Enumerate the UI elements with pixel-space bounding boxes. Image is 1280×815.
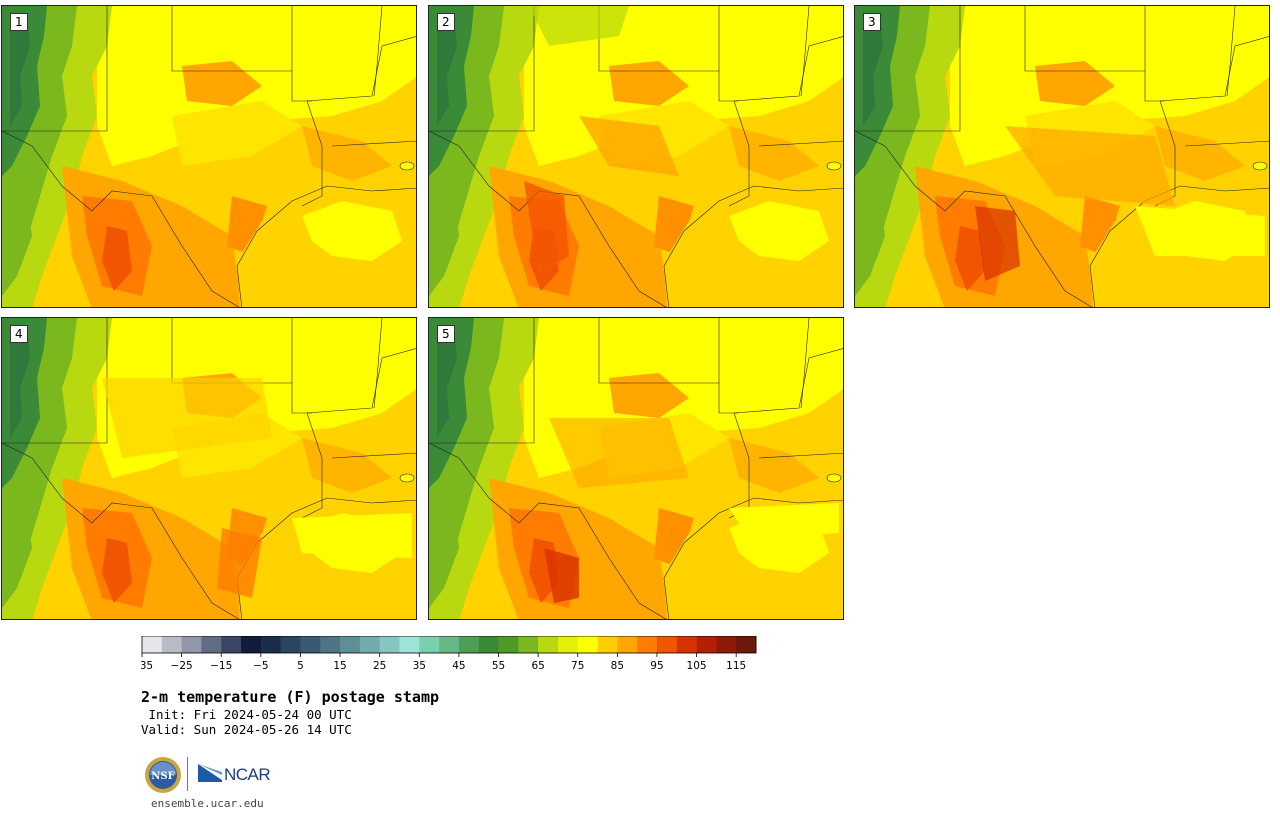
- member-number: 2: [437, 13, 455, 31]
- temperature-map: [429, 318, 843, 619]
- ncar-logo-icon: [198, 764, 222, 782]
- colorbar-segment: [736, 636, 757, 653]
- colorbar-segment: [577, 636, 598, 653]
- colorbar-segment: [518, 636, 539, 653]
- colorbar-segment: [617, 636, 638, 653]
- member-number: 3: [863, 13, 881, 31]
- sponsor-logos: NSF NCAR: [144, 756, 284, 796]
- colorbar-segment: [201, 636, 222, 653]
- colorbar-tick-label: 75: [571, 660, 584, 672]
- colorbar-segment: [221, 636, 242, 653]
- colorbar-segment: [637, 636, 658, 653]
- member-number: 5: [437, 325, 455, 343]
- nsf-logo-text: NSF: [151, 771, 174, 782]
- colorbar-segment: [399, 636, 420, 653]
- colorbar-tick-label: −25: [171, 660, 193, 672]
- colorbar-segment: [280, 636, 301, 653]
- colorbar-tick-label: −35: [141, 660, 153, 672]
- colorbar-segment: [359, 636, 380, 653]
- logo-divider: [187, 757, 188, 791]
- colorbar-segment: [478, 636, 499, 653]
- colorbar-tick-label: 95: [650, 660, 663, 672]
- colorbar-segment: [696, 636, 717, 653]
- member-number: 1: [10, 13, 28, 31]
- colorbar-segment: [498, 636, 519, 653]
- colorbar-segment: [597, 636, 618, 653]
- valid-time: Valid: Sun 2024-05-26 14 UTC: [141, 722, 352, 737]
- colorbar-tick-label: 25: [373, 660, 386, 672]
- colorbar-segment: [656, 636, 678, 653]
- temperature-map: [2, 318, 416, 619]
- member-panel-2: 2: [428, 5, 844, 308]
- colorbar-graphic: −35 −25 −15 −5 5 15 25 35 45 55 65 75 85 95 105 115: [141, 636, 757, 672]
- colorbar-tick-label: 45: [452, 660, 465, 672]
- colorbar-tick-label: 15: [333, 660, 346, 672]
- product-title: 2-m temperature (F) postage stamp: [141, 688, 440, 706]
- member-panel-5: 5: [428, 317, 844, 620]
- colorbar-tick-label: 65: [531, 660, 544, 672]
- colorbar-segment: [538, 636, 559, 653]
- colorbar-segment: [181, 636, 202, 653]
- nsf-logo-icon: NSF: [145, 757, 181, 793]
- colorbar-segment: [142, 636, 163, 653]
- colorbar-frame: [141, 636, 757, 654]
- temperature-map: [429, 6, 843, 307]
- colorbar-segment: [458, 636, 480, 653]
- colorbar-tick-label: 85: [611, 660, 624, 672]
- colorbar-segment: [716, 636, 737, 653]
- website-link[interactable]: ensemble.ucar.edu: [151, 797, 264, 810]
- temperature-map: [855, 6, 1269, 307]
- colorbar-segment: [260, 636, 281, 653]
- colorbar-tick-label: 105: [687, 660, 707, 672]
- colorbar-tick-label: 35: [413, 660, 426, 672]
- member-panel-4: 4: [1, 317, 417, 620]
- member-number: 4: [10, 325, 28, 343]
- colorbar-segment: [419, 636, 440, 653]
- colorbar-segment: [439, 636, 460, 653]
- colorbar-segment: [676, 636, 697, 653]
- member-panel-3: 3: [854, 5, 1270, 308]
- colorbar-segment: [320, 636, 341, 653]
- colorbar: −35 −25 −15 −5 5 15 25 35 45 55 65 75 85 95 105 115: [141, 636, 757, 676]
- member-panel-1: 1: [1, 5, 417, 308]
- colorbar-tick-label: −15: [210, 660, 232, 672]
- colorbar-segment: [161, 636, 182, 653]
- colorbar-segment: [557, 636, 579, 653]
- init-time: Init: Fri 2024-05-24 00 UTC: [141, 707, 352, 722]
- ncar-logo-text: NCAR: [224, 765, 271, 784]
- temperature-map: [2, 6, 416, 307]
- colorbar-segment: [241, 636, 262, 653]
- colorbar-segment: [300, 636, 321, 653]
- colorbar-segment: [379, 636, 400, 653]
- colorbar-tick-label: 115: [726, 660, 746, 672]
- colorbar-segment: [340, 636, 361, 653]
- colorbar-tick-label: 5: [297, 660, 304, 672]
- colorbar-tick-label: −5: [253, 660, 268, 672]
- colorbar-tick-label: 55: [492, 660, 505, 672]
